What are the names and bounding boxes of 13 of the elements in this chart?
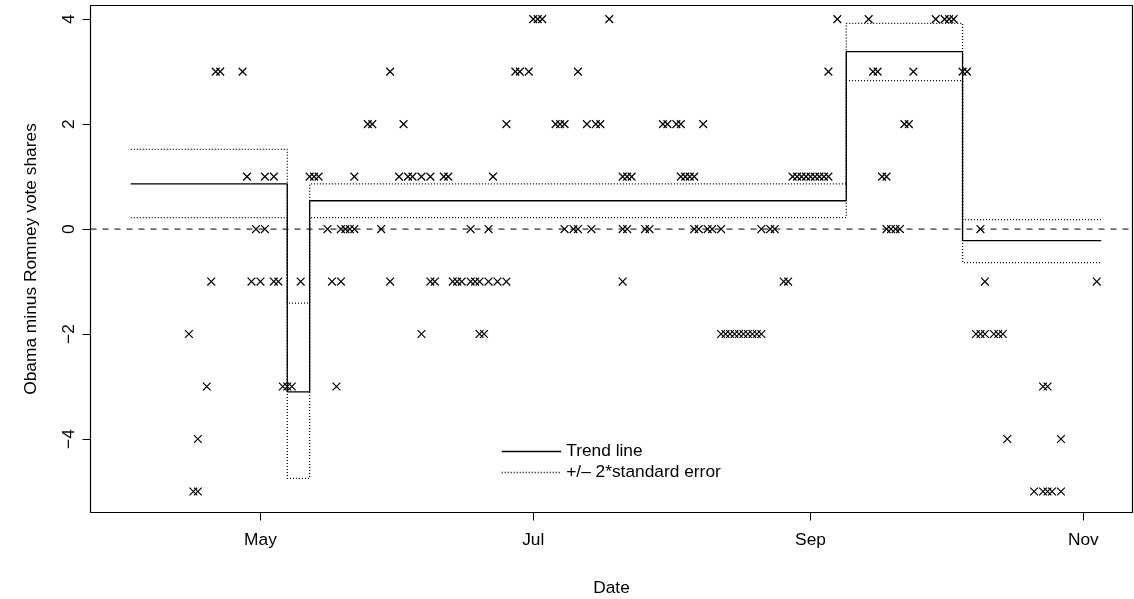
x-tick-label: Sep xyxy=(795,528,826,549)
y-tick-label: −2 xyxy=(58,324,79,344)
y-tick-label: 2 xyxy=(58,119,79,129)
x-tick-label: Jul xyxy=(522,528,545,549)
legend-label: Trend line xyxy=(566,440,643,461)
y-tick-label: −4 xyxy=(58,428,79,449)
y-axis-title: Obama minus Romney vote shares xyxy=(19,122,40,395)
legend-label: +/– 2*standard error xyxy=(566,461,721,482)
x-axis-title: Date xyxy=(593,576,630,597)
y-tick-label: 4 xyxy=(58,13,79,24)
x-tick-label: Nov xyxy=(1067,528,1100,549)
y-tick-label: 0 xyxy=(58,224,79,234)
x-tick-label: May xyxy=(244,528,278,549)
